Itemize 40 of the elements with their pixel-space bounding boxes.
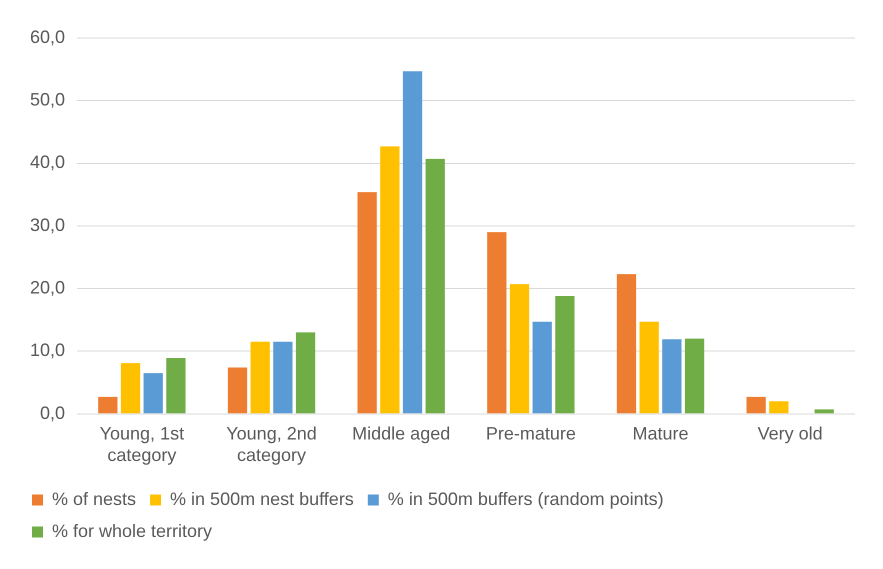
bar bbox=[273, 342, 293, 414]
bar bbox=[250, 342, 270, 414]
bar bbox=[684, 338, 704, 414]
x-tick-label: Very old bbox=[758, 424, 823, 444]
bar bbox=[769, 401, 788, 414]
bar bbox=[746, 396, 766, 414]
bar bbox=[296, 332, 316, 414]
bar bbox=[426, 158, 445, 414]
bar bbox=[662, 339, 682, 414]
legend-label: % in 500m buffers (random points) bbox=[388, 488, 664, 509]
y-tick-label: 60,0 bbox=[30, 26, 66, 47]
legend-label: % for whole territory bbox=[52, 520, 212, 541]
bar bbox=[166, 358, 186, 414]
y-tick-label: 20,0 bbox=[30, 278, 66, 298]
legend-label: % in 500m nest buffers bbox=[170, 488, 354, 509]
y-tick-label: 40,0 bbox=[30, 152, 66, 172]
x-tick-label: Pre-mature bbox=[486, 424, 576, 444]
bar bbox=[510, 284, 530, 414]
bar bbox=[402, 71, 422, 414]
y-tick-label: 0,0 bbox=[40, 402, 66, 423]
x-tick-label: Young, 2nd category bbox=[226, 424, 317, 466]
y-tick-label: 10,0 bbox=[30, 340, 66, 360]
y-tick-label: 30,0 bbox=[30, 214, 66, 235]
bar bbox=[555, 296, 575, 414]
bar bbox=[532, 322, 552, 414]
bar bbox=[814, 409, 834, 414]
x-tick-label: Mature bbox=[632, 424, 689, 444]
bar bbox=[120, 363, 140, 414]
legend-label: % of nests bbox=[52, 488, 136, 509]
x-tick-label: Middle aged bbox=[352, 424, 450, 444]
bar bbox=[616, 274, 636, 414]
bar bbox=[487, 232, 506, 414]
y-tick-label: 50,0 bbox=[30, 90, 66, 110]
bar bbox=[144, 373, 163, 414]
bar bbox=[98, 396, 118, 414]
bar bbox=[640, 322, 659, 414]
bar bbox=[228, 367, 248, 414]
bar bbox=[358, 192, 377, 414]
x-tick-label: Young, 1st category bbox=[100, 424, 184, 466]
bar bbox=[380, 146, 400, 414]
